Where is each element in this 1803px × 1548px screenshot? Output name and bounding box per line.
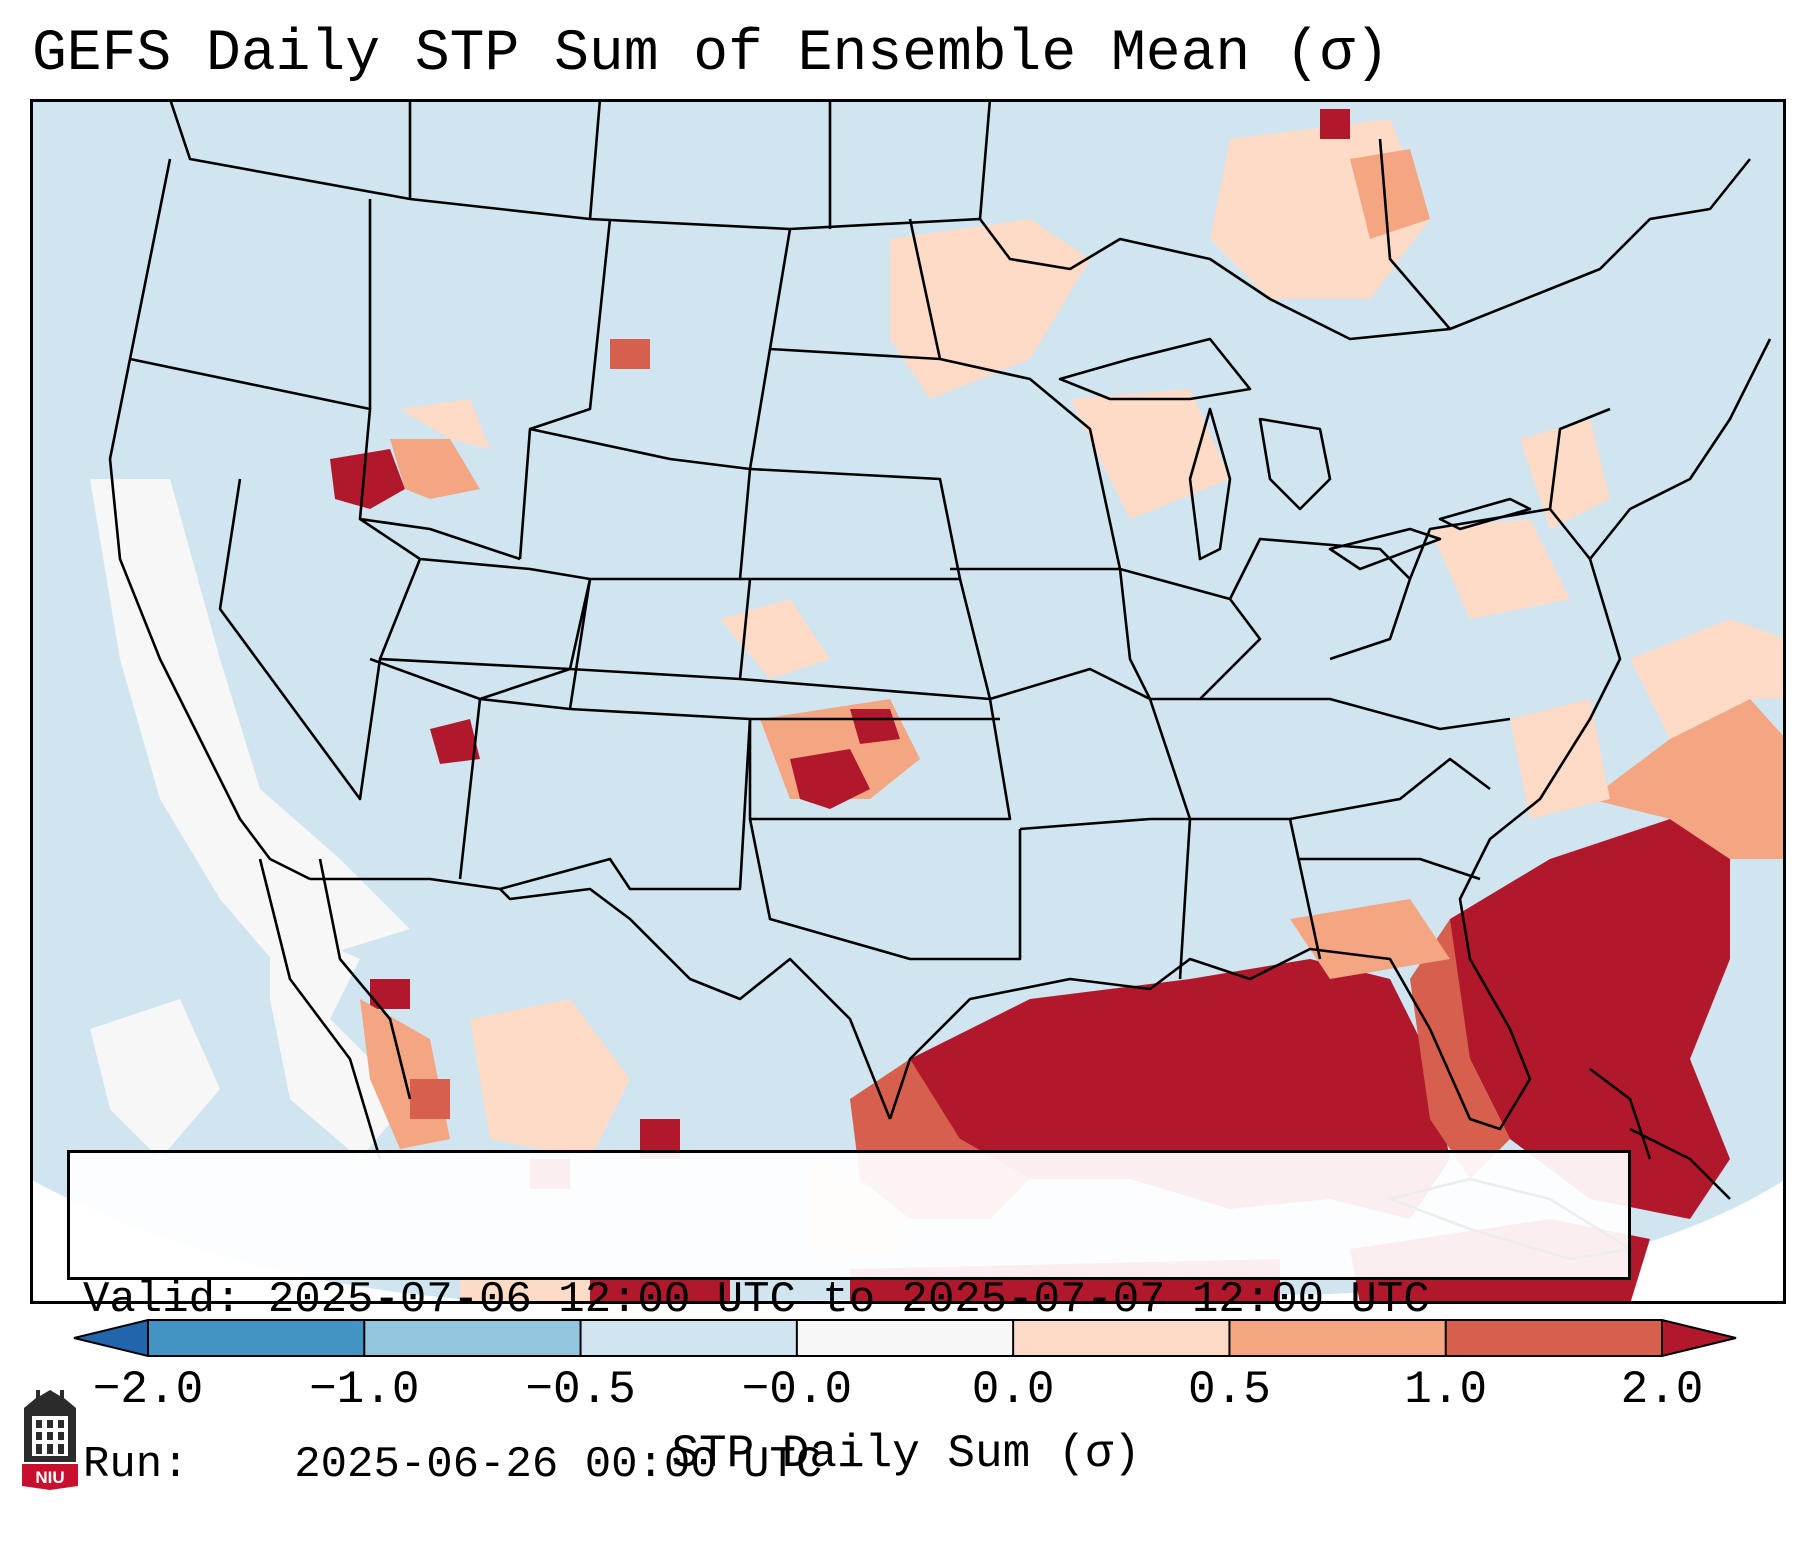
run-row: Run: 2025-06-26 00:00 UTC	[83, 1438, 1628, 1493]
colorbar-tick-label: 1.0	[1404, 1364, 1488, 1416]
colorbar-tick-label: 0.0	[971, 1364, 1055, 1416]
chart-title: GEFS Daily STP Sum of Ensemble Mean (σ)	[32, 22, 1390, 87]
colorbar-segment	[148, 1320, 365, 1356]
colorbar-segment	[796, 1320, 1014, 1356]
logo-text: NIU	[35, 1468, 64, 1487]
valid-run-box: Valid: 2025-07-06 12:00 UTC to 2025-07-0…	[67, 1150, 1631, 1490]
colorbar-tick-label: −0.0	[741, 1364, 853, 1416]
colorbar-label: STP Daily Sum (σ)	[671, 1428, 1141, 1480]
colorbar-tick-label: 2.0	[1620, 1364, 1704, 1416]
run-label: Run:	[83, 1440, 189, 1490]
colorbar-extend-max	[1662, 1320, 1736, 1356]
run-value: 2025-06-26 00:00 UTC	[294, 1440, 823, 1490]
colorbar-segment	[1229, 1320, 1447, 1356]
colorbar-segment	[364, 1320, 582, 1356]
map-frame	[30, 99, 1786, 1304]
valid-label: Valid:	[83, 1275, 242, 1325]
colorbar-tick-label: −0.5	[525, 1364, 636, 1416]
colorbar-tick-label: −1.0	[309, 1364, 420, 1416]
colorbar-segment	[580, 1320, 798, 1356]
rockies-core	[330, 449, 405, 509]
pacific-neutral-cells	[90, 479, 410, 1159]
atlantic-core	[1450, 819, 1730, 1219]
plains-core	[790, 749, 870, 809]
valid-value: 2025-07-06 12:00 UTC to 2025-07-07 12:00…	[267, 1275, 1430, 1325]
colorbar-segment	[1445, 1320, 1663, 1356]
colorbar-extend-min	[74, 1320, 148, 1356]
colorbar-outline	[73, 1319, 1737, 1357]
valid-row: Valid: 2025-07-06 12:00 UTC to 2025-07-0…	[83, 1273, 1628, 1328]
colorbar-tick-label: −2.0	[92, 1364, 204, 1416]
stp-map	[30, 99, 1786, 1304]
colorbar	[73, 1319, 1737, 1357]
niu-logo: NIU	[22, 1390, 78, 1490]
colorbar-tick-label: 0.5	[1188, 1364, 1271, 1416]
colorbar-segment	[1013, 1320, 1230, 1356]
